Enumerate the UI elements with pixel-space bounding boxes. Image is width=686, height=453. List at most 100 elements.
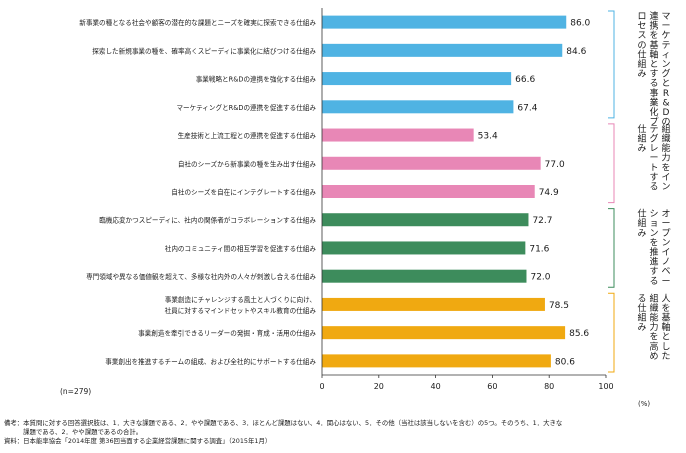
group-label-char: 仕 xyxy=(637,48,646,60)
group-label-char: の xyxy=(637,41,646,51)
value-label: 72.7 xyxy=(532,216,552,226)
category-label: マーケティングとR&Dの連携を促進する仕組み xyxy=(176,103,316,112)
group-label-char: 化 xyxy=(649,106,658,118)
sample-size-label: (n=279) xyxy=(60,387,91,396)
footnote-line-1: 備考：本質問に対する回答選択肢は、1．大きな課題である、2．やや課題である、3．… xyxy=(4,419,563,427)
group-label-char: D xyxy=(663,108,670,118)
x-axis-unit: (%) xyxy=(638,400,650,408)
value-label: 67.4 xyxy=(517,103,537,113)
group-label-char: プ xyxy=(661,228,670,239)
group-label-char: ー xyxy=(661,22,670,32)
group-label-char: 軸 xyxy=(661,321,670,333)
group-label-char: ベ xyxy=(661,267,670,277)
group-label-char: る xyxy=(637,293,646,304)
footnote-source: 資料：日本能率協会「2014年度 第36回当面する企業経営課題に関する調査」（2… xyxy=(4,437,272,445)
group-label-char: ケ xyxy=(661,30,670,41)
group-label-char: を xyxy=(649,332,658,343)
x-tick-label: 0 xyxy=(319,382,324,391)
category-label: 臨機応変かつスピーディに、社内の関係者がコラボレーションする仕組み xyxy=(99,216,316,225)
group-label-char: マ xyxy=(661,12,670,22)
group-label-char: イ xyxy=(661,248,670,258)
bar xyxy=(322,128,474,142)
group-label-char: 仕 xyxy=(637,208,646,220)
group-label-char: テ xyxy=(649,124,658,135)
category-label: 事業創造にチャレンジする風土と人づくりに向け、 xyxy=(165,295,316,304)
group-label-char: 組 xyxy=(637,133,646,145)
category-label: 探索した新規事業の種を、確率高くスピーディに事業化に結びつける仕組み xyxy=(92,46,316,55)
category-label: 事業創出を推進するチームの組成、および全社的にサポートする仕組み xyxy=(105,357,316,366)
group-label-char: 組 xyxy=(637,312,646,324)
group-label-char: グ xyxy=(661,68,670,80)
group-label-char: & xyxy=(662,98,669,108)
group-label-char: す xyxy=(649,69,658,80)
category-label: 専門領域や異なる価値観を超えて、多様な社内外の人々が刺激し合える仕組み xyxy=(86,272,316,281)
x-tick-label: 20 xyxy=(374,382,384,391)
group-label-char: 組 xyxy=(661,123,670,135)
group-label-char: オ xyxy=(661,209,670,220)
group-label-char: レ xyxy=(649,144,658,154)
category-label: 社員に対するマインドセットやスキル教育の仕組み xyxy=(165,306,317,315)
group-label-char: ョ xyxy=(649,219,658,229)
group-label-char: 力 xyxy=(649,321,658,333)
group-label-char: 高 xyxy=(649,340,658,352)
bar xyxy=(322,213,529,227)
bar xyxy=(322,156,541,170)
group-label-char: 業 xyxy=(649,96,658,108)
group-label-char: 力 xyxy=(661,152,670,164)
group-label-char: 人 xyxy=(661,293,670,304)
group-label-char: 基 xyxy=(649,39,658,51)
group-label-char: 連 xyxy=(649,10,658,22)
group-bracket xyxy=(608,208,615,288)
group-label-char: 能 xyxy=(649,312,658,324)
group-label-char: ン xyxy=(661,60,670,70)
group-label-char: 仕 xyxy=(637,123,646,135)
group-label-char: 基 xyxy=(661,312,670,324)
group-label-char: み xyxy=(637,143,646,154)
group-bracket xyxy=(608,10,615,119)
value-label: 53.4 xyxy=(478,132,498,142)
x-tick-label: 60 xyxy=(487,382,497,391)
group-label-char: ー xyxy=(661,277,670,287)
category-label: 自社のシーズを自在にインテグレートする仕組み xyxy=(171,188,316,197)
group-label-char: る xyxy=(649,276,658,287)
group-label-char: 進 xyxy=(649,256,658,268)
group-label-char: み xyxy=(637,228,646,239)
group-label-char: す xyxy=(649,172,658,183)
group-label-char: た xyxy=(661,351,670,362)
group-label-char: を xyxy=(661,303,670,314)
group-label-char: テ xyxy=(661,40,670,51)
group-label-char: ス xyxy=(637,31,646,41)
group-label-char: R xyxy=(663,89,669,99)
value-label: 74.9 xyxy=(539,188,559,198)
group-label-char: 織 xyxy=(661,133,670,145)
category-label: 新事業の種となる社会や顧客の潜在的な課題とニーズを確実に探索できる仕組み xyxy=(79,18,316,27)
value-label: 84.6 xyxy=(566,47,586,57)
bar xyxy=(322,354,551,368)
group-label-char: ン xyxy=(649,229,658,239)
footnote-line-2: 課題である、2．やや課題であるの合計。 xyxy=(4,428,143,436)
group-label-char: イ xyxy=(661,173,670,183)
x-tick-label: 40 xyxy=(431,382,441,391)
group-label-char: ン xyxy=(661,238,670,248)
category-label: 生産技術と上流工程との連携を促進する仕組み xyxy=(178,131,317,140)
group-label-char: 織 xyxy=(649,302,658,314)
group-label-char: し xyxy=(661,341,670,352)
bar xyxy=(322,269,527,283)
group-label-char: を xyxy=(649,237,658,248)
group-label-char: 組 xyxy=(637,58,646,70)
group-label-char: 能 xyxy=(661,142,670,154)
group-label-char: ン xyxy=(661,183,670,193)
x-tick-label: 100 xyxy=(598,382,613,391)
group-label-char: み xyxy=(637,322,646,333)
category-label: 事業創造を牽引できるリーダーの発掘・育成・活用の仕組み xyxy=(138,329,316,338)
bar xyxy=(322,241,526,255)
group-label-char: る xyxy=(649,78,658,89)
group-label-char: を xyxy=(661,162,670,173)
bar xyxy=(322,43,563,57)
group-label-char: み xyxy=(637,69,646,80)
group-label-char: 組 xyxy=(649,292,658,304)
group-label-char: る xyxy=(649,182,658,193)
group-bracket xyxy=(608,123,615,204)
group-bracket xyxy=(608,292,615,373)
